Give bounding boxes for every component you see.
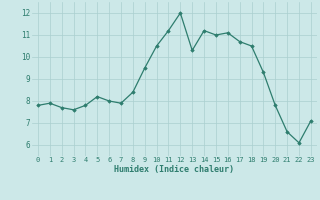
X-axis label: Humidex (Indice chaleur): Humidex (Indice chaleur) — [115, 165, 234, 174]
